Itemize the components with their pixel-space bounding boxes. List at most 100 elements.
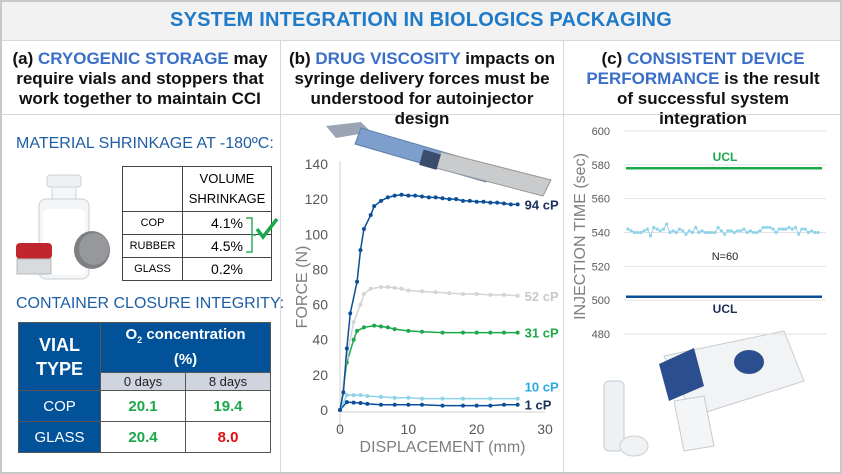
data-point [790,227,794,231]
data-point [748,229,752,233]
data-point [488,330,493,335]
y-tick-label: 500 [592,295,610,307]
data-point [385,195,390,200]
data-point [768,225,772,230]
data-point [355,279,360,284]
divider [280,41,281,474]
highlight: DRUG VISCOSITY [315,49,461,68]
data-point [358,393,363,398]
y-tick-label: 120 [305,191,329,207]
table-row: GLASS 20.4 8.0 [18,421,272,453]
data-point [433,195,438,200]
day-header: 8 days [184,372,272,391]
prefix: (c) [601,49,627,68]
data-point [361,227,366,232]
series-label: 1 cP [525,398,552,413]
data-point [761,225,765,230]
value: 20.4 [100,421,186,453]
y-tick-label: 100 [305,226,329,242]
data-point [726,229,730,233]
data-point [392,193,397,198]
data-point [420,289,424,294]
data-point [797,232,801,236]
data-point [461,396,465,401]
data-point [729,229,733,233]
data-point [671,229,675,233]
rest: impacts on syringe delivery forces must … [294,49,556,128]
data-point [495,200,500,205]
data-point [358,302,363,307]
data-point [687,229,691,233]
data-point [461,292,465,297]
data-point [764,225,769,230]
header-line: SHRINKAGE [188,191,266,206]
data-point [358,400,363,405]
vial-type: COP [18,390,101,422]
data-point [793,225,798,230]
column-c-heading: (c) CONSISTENT DEVICE PERFORMANCE is the… [564,41,842,128]
data-point [406,328,411,333]
divider [563,41,564,474]
data-point [344,393,349,398]
y-tick-label: 40 [312,332,328,348]
data-point [716,225,720,230]
vial-stopper-image [16,174,110,280]
data-point [787,225,791,230]
shrinkage-table: VOLUME SHRINKAGE COP 4.1% RUBBER 4.5% GLASS… [122,166,272,281]
data-point [706,230,711,235]
data-point [474,199,479,204]
prefix: (a) [12,49,38,68]
data-point [355,328,360,333]
vial-type-header: VIAL TYPE [18,322,101,391]
data-point [632,230,637,235]
y-tick-label: 480 [592,329,610,341]
data-point [406,193,411,198]
data-point [639,230,643,235]
o: O [125,326,138,343]
data-point [488,403,493,408]
table-row: GLASS 0.2% [122,257,272,281]
data-point [771,227,775,231]
data-point [467,198,472,203]
y-tick-label: 60 [312,297,328,313]
data-point [420,329,424,334]
data-point [636,230,640,235]
data-point [713,230,717,235]
data-point [813,230,817,235]
data-point [803,227,807,231]
data-point [658,229,662,233]
data-point [703,230,707,235]
highlight: CONSISTENT DEVICE PERFORMANCE [586,49,805,88]
data-point [774,230,778,235]
data-point [392,395,397,400]
data-point [368,212,373,217]
data-point [694,225,698,230]
data-point [379,285,383,289]
cci-table: VIAL TYPE O2 concentration (%) 0 days 8 day… [18,322,272,453]
data-point [344,346,349,351]
data-point [508,202,513,207]
x-tick-label: 30 [537,421,553,437]
data-point [674,230,678,235]
data-point [735,229,740,233]
value: 8.0 [184,421,272,453]
highlight: CRYOGENIC STORAGE [37,49,229,68]
y-tick-label: 520 [592,261,610,273]
data-point [642,229,646,233]
y-tick-label: 140 [305,156,329,172]
subscript: 2 [137,335,143,345]
y-axis-label: FORCE (N) [294,246,311,329]
prefix: (b) [288,49,316,68]
data-point [665,222,669,226]
data-point [474,403,479,408]
data-point [385,285,390,289]
data-point [515,402,520,407]
data-point [379,402,383,407]
data-point [365,393,370,398]
header-line: TYPE [35,358,83,379]
data-point [502,330,506,335]
data-point [426,195,431,200]
table-row: RUBBER 4.5% [122,234,272,258]
page-title: SYSTEM INTEGRATION IN BIOLOGICS PACKAGIN… [0,0,842,41]
